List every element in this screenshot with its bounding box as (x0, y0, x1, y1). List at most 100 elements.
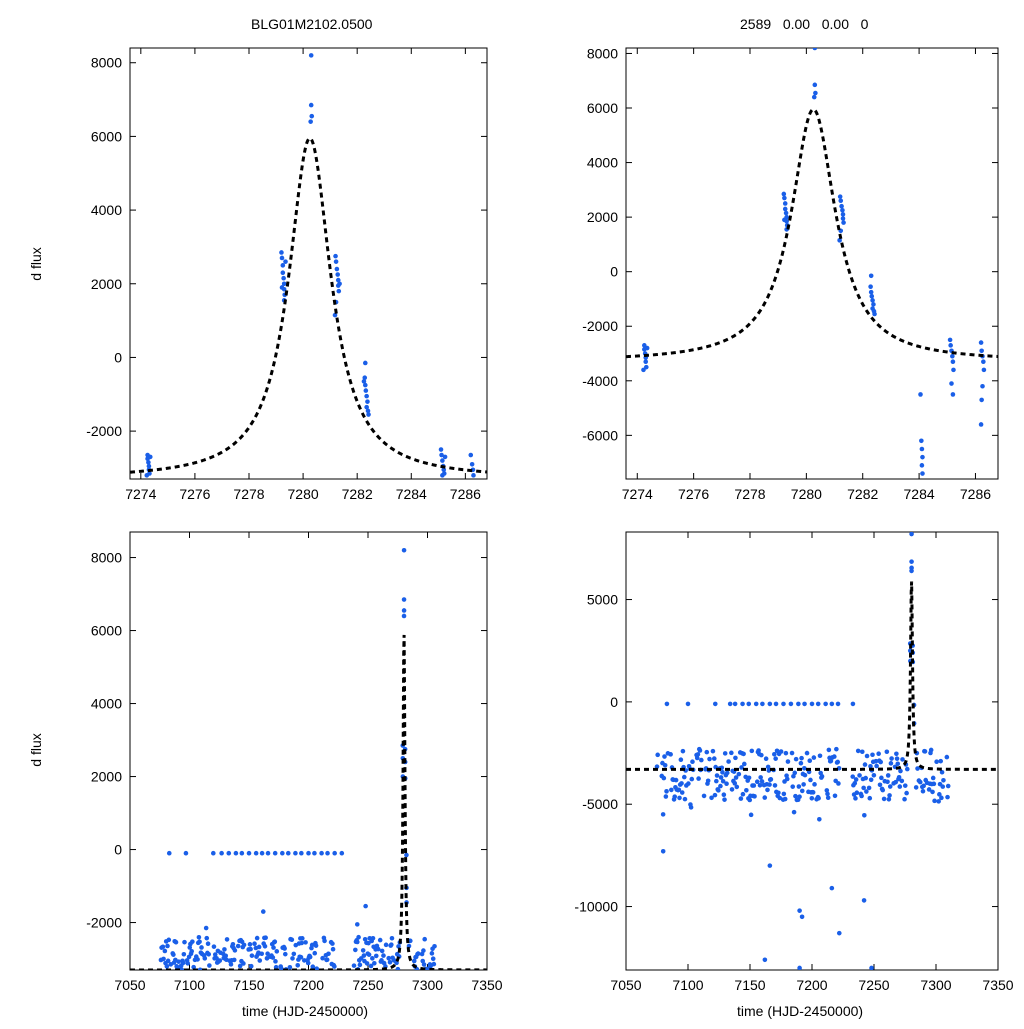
data-point (838, 198, 844, 204)
baseline-point (920, 788, 926, 794)
baseline-point (904, 766, 910, 772)
y-tick-label: 2000 (91, 276, 122, 292)
baseline-point (836, 781, 841, 786)
flat-point (299, 850, 304, 856)
baseline-point (669, 787, 674, 793)
baseline-point (714, 773, 720, 778)
baseline-point (817, 753, 823, 759)
baseline-point (748, 812, 754, 818)
baseline-point (785, 759, 791, 764)
baseline-point (257, 958, 263, 963)
baseline-point (819, 774, 825, 779)
baseline-point (752, 794, 757, 799)
flat-point (850, 701, 856, 707)
baseline-point (930, 775, 936, 781)
baseline-point (766, 768, 772, 773)
data-point (979, 348, 984, 354)
baseline-point (887, 784, 893, 789)
baseline-point (324, 957, 330, 963)
baseline-point (894, 756, 900, 761)
baseline-point (718, 775, 724, 780)
baseline-point (741, 751, 746, 757)
baseline-point (305, 960, 311, 966)
baseline-point (696, 776, 701, 781)
baseline-point (197, 939, 202, 945)
baseline-point (247, 942, 253, 947)
baseline-point (394, 960, 399, 966)
baseline-point (718, 783, 723, 789)
y-tick-label: -6000 (582, 427, 618, 443)
data-point (813, 90, 818, 96)
data-point (404, 852, 409, 858)
baseline-point (768, 777, 774, 782)
baseline-point (165, 943, 170, 949)
baseline-point (736, 771, 742, 777)
baseline-point (661, 775, 667, 781)
flat-point (823, 701, 828, 707)
y-tick-label: 0 (610, 694, 618, 710)
data-point (978, 340, 984, 345)
flat-point (829, 701, 835, 707)
baseline-point (699, 757, 704, 763)
data-point (366, 412, 371, 417)
x-tick-label: 7050 (610, 977, 641, 993)
baseline-point (375, 946, 381, 952)
baseline-point (701, 793, 707, 799)
baseline-point (254, 935, 260, 941)
baseline-point (326, 951, 331, 957)
baseline-point (690, 759, 695, 765)
baseline-point (710, 748, 716, 754)
plot-area (130, 547, 487, 1001)
data-point (309, 113, 315, 119)
x-tick-label: 7278 (233, 486, 264, 502)
baseline-point (861, 785, 866, 791)
data-point (333, 253, 338, 259)
baseline-point (310, 964, 316, 970)
baseline-point (686, 781, 691, 786)
baseline-point (878, 759, 883, 765)
baseline-point (746, 775, 752, 781)
baseline-point (853, 777, 859, 782)
baseline-point (922, 749, 928, 754)
flat-point (253, 850, 259, 856)
x-tick-label: 7350 (982, 977, 1013, 993)
baseline-point (724, 781, 729, 787)
baseline-point (391, 972, 396, 977)
outlier-point (829, 885, 835, 891)
baseline-point (430, 956, 436, 962)
baseline-point (801, 782, 806, 787)
data-point (868, 284, 873, 289)
baseline-point (863, 775, 868, 781)
flat-point (280, 850, 285, 856)
baseline-point (733, 755, 738, 761)
data-point (641, 367, 646, 373)
outlier-point (660, 848, 666, 854)
baseline-point (196, 934, 202, 940)
baseline-point (720, 778, 726, 784)
baseline-point (181, 951, 187, 957)
baseline-point (370, 936, 376, 941)
flat-point (746, 701, 752, 707)
baseline-point (171, 952, 176, 957)
flat-point (219, 850, 224, 856)
baseline-point (930, 789, 935, 795)
baseline-point (874, 763, 879, 769)
baseline-point (266, 989, 271, 994)
data-point (438, 447, 444, 452)
baseline-point (864, 789, 869, 794)
baseline-point (711, 756, 717, 761)
flat-point (727, 701, 733, 707)
baseline-point (663, 794, 669, 799)
baseline-point (913, 785, 919, 790)
baseline-point (678, 757, 684, 763)
data-point (334, 266, 340, 272)
baseline-point (189, 949, 195, 954)
x-tick-label: 7200 (293, 977, 324, 993)
baseline-point (318, 996, 323, 1001)
flat-point (767, 701, 773, 707)
baseline-point (720, 770, 725, 775)
baseline-point (870, 752, 875, 758)
data-point (909, 568, 914, 574)
baseline-point (854, 790, 860, 796)
